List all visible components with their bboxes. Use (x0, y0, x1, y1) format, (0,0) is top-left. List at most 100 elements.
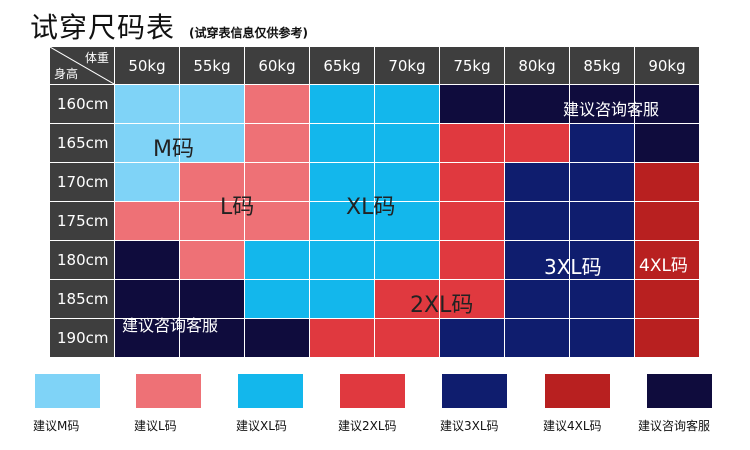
size-cell-XL (245, 280, 310, 319)
size-cell-3XL (570, 319, 635, 358)
diagonal-divider (50, 47, 114, 84)
size-cell-4XL (635, 163, 700, 202)
weight-header-65kg: 65kg (310, 47, 375, 85)
size-cell-consult (180, 319, 245, 358)
size-legend: 建议M码 建议L码 建议XL码 建议2XL码 建议3XL码 建议4XL码 建议咨询客服 (0, 374, 750, 444)
corner-weight-label: 体重 (84, 51, 109, 65)
size-cell-XL (375, 163, 440, 202)
height-header-170cm: 170cm (50, 163, 115, 202)
size-cell-3XL (505, 202, 570, 241)
legend-item-consult: 建议咨询客服 (638, 374, 745, 434)
size-cell-3XL (570, 124, 635, 163)
size-cell-3XL (505, 319, 570, 358)
size-cell-XL (310, 280, 375, 319)
legend-label: 建议2XL码 (338, 419, 397, 433)
size-cell-L (115, 202, 180, 241)
size-cell-2XL (440, 241, 505, 280)
size-cell-consult (635, 85, 700, 124)
size-cell-XL (245, 241, 310, 280)
height-header-175cm: 175cm (50, 202, 115, 241)
legend-item-l: 建议L码 (134, 374, 234, 434)
legend-item-xl: 建议XL码 (236, 374, 336, 434)
size-cell-XL (310, 163, 375, 202)
size-cell-2XL (440, 163, 505, 202)
size-cell-L (180, 163, 245, 202)
size-cell-2XL (375, 280, 440, 319)
size-cell-L (180, 202, 245, 241)
legend-swatch (35, 374, 100, 408)
weight-header-85kg: 85kg (570, 47, 635, 85)
size-cell-3XL (570, 163, 635, 202)
height-header-160cm: 160cm (50, 85, 115, 124)
height-header-180cm: 180cm (50, 241, 115, 280)
legend-swatch (238, 374, 303, 408)
height-header-185cm: 185cm (50, 280, 115, 319)
size-cell-XL (310, 124, 375, 163)
size-cell-L (245, 85, 310, 124)
legend-label: 建议3XL码 (440, 419, 499, 433)
legend-label: 建议XL码 (236, 419, 287, 433)
size-cell-consult (440, 85, 505, 124)
legend-item-m: 建议M码 (33, 374, 133, 434)
legend-label: 建议咨询客服 (638, 419, 711, 433)
size-cell-XL (310, 241, 375, 280)
size-cell-XL (375, 241, 440, 280)
corner-height-label: 身高 (54, 67, 79, 81)
size-cell-M (115, 85, 180, 124)
legend-item-4xl: 建议4XL码 (543, 374, 643, 434)
size-cell-consult (115, 319, 180, 358)
legend-label: 建议L码 (134, 419, 177, 433)
size-cell-consult (115, 280, 180, 319)
size-cell-3XL (570, 280, 635, 319)
size-cell-consult (115, 241, 180, 280)
size-cell-XL (375, 124, 440, 163)
size-cell-L (245, 163, 310, 202)
weight-header-80kg: 80kg (505, 47, 570, 85)
weight-header-90kg: 90kg (635, 47, 700, 85)
size-cell-3XL (440, 319, 505, 358)
size-cell-L (245, 124, 310, 163)
legend-swatch (442, 374, 507, 408)
legend-label: 建议M码 (33, 419, 80, 433)
legend-swatch (647, 374, 712, 408)
size-cell-M (115, 124, 180, 163)
size-cell-consult (505, 85, 570, 124)
weight-header-75kg: 75kg (440, 47, 505, 85)
size-cell-2XL (440, 124, 505, 163)
size-cell-M (115, 163, 180, 202)
size-cell-3XL (570, 202, 635, 241)
size-cell-4XL (635, 241, 700, 280)
legend-swatch (545, 374, 610, 408)
title-bar: 试穿尺码表 (试穿表信息仅供参考) (30, 6, 308, 46)
size-cell-XL (310, 202, 375, 241)
size-chart-table: 体重 身高 50kg 55kg 60kg 65kg 70kg 75kg 80kg 85kg 90kg… (50, 47, 700, 358)
size-cell-2XL (310, 319, 375, 358)
weight-header-60kg: 60kg (245, 47, 310, 85)
height-header-190cm: 190cm (50, 319, 115, 358)
size-cell-2XL (505, 124, 570, 163)
size-cell-XL (375, 85, 440, 124)
height-header-165cm: 165cm (50, 124, 115, 163)
size-cell-2XL (375, 319, 440, 358)
page-title: 试穿尺码表 (30, 11, 176, 44)
corner-header-cell: 体重 身高 (50, 47, 115, 85)
legend-item-2xl: 建议2XL码 (338, 374, 438, 434)
weight-header-70kg: 70kg (375, 47, 440, 85)
size-cell-consult (245, 319, 310, 358)
size-cell-M (180, 124, 245, 163)
size-cell-3XL (505, 163, 570, 202)
size-cell-2XL (440, 202, 505, 241)
size-cell-3XL (505, 241, 570, 280)
size-cell-consult (570, 85, 635, 124)
legend-label: 建议4XL码 (543, 419, 602, 433)
legend-item-3xl: 建议3XL码 (440, 374, 540, 434)
size-cell-consult (180, 280, 245, 319)
size-cell-XL (310, 85, 375, 124)
size-cell-L (180, 241, 245, 280)
size-cell-4XL (635, 280, 700, 319)
page-subtitle: (试穿表信息仅供参考) (189, 26, 308, 40)
size-cell-3XL (570, 241, 635, 280)
size-cell-XL (375, 202, 440, 241)
size-cell-4XL (635, 202, 700, 241)
size-cell-M (180, 85, 245, 124)
